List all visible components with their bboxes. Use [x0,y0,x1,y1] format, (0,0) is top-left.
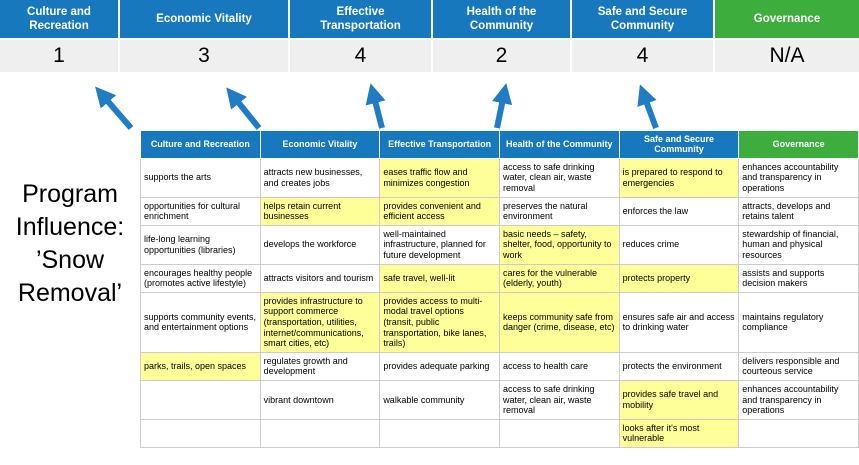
arrow-safe-icon [637,84,659,130]
matrix-cell: regulates growth and development [259,351,381,382]
arrow-economic-icon [226,87,262,130]
matrix-header-cell: Effective Transportation [379,130,500,159]
pillar-label: Economic Vitality [120,0,288,38]
matrix-cell: protects property [618,263,740,293]
matrix-header-cell: Culture and Recreation [140,130,261,159]
pillar-banner: Culture and Recreation Economic Vitality E… [0,0,859,38]
matrix-row: life-long learning opportunities (librar… [140,224,859,265]
matrix-cell: supports the arts [140,157,261,198]
matrix-header-row: Culture and Recreation Economic Vitality E… [140,130,859,159]
matrix-row: supports the arts attracts new businesses… [140,157,859,198]
matrix-cell: opportunities for cultural enrichment [140,196,261,226]
matrix-cell: well-maintained infrastructure, planned … [379,224,500,265]
pillar-label: Safe and Secure Community [572,0,713,38]
matrix-cell: enhances accountability and transparency… [738,157,859,198]
matrix-row: vibrant downtown walkable community access… [140,380,859,420]
matrix-header-cell: Safe and Secure Community [618,130,740,159]
matrix-cell [379,418,500,449]
matrix-cell: is prepared to respond to emergencies [618,157,740,198]
matrix-cell: access to health care [498,351,620,382]
matrix-cell: life-long learning opportunities (librar… [140,224,261,265]
pillar-score: N/A [715,40,859,72]
matrix-cell: attracts new businesses, and creates job… [259,157,381,198]
matrix-cell [140,380,261,420]
matrix-header-cell: Economic Vitality [259,130,381,159]
matrix-cell: vibrant downtown [259,380,381,420]
matrix-cell: access to safe drinking water, clean air… [498,380,620,420]
matrix-cell [259,418,381,449]
pillar-label: Effective Transportation [290,0,431,38]
matrix-cell: encourages healthy people (promotes acti… [140,263,261,293]
matrix-cell: walkable community [379,380,500,420]
score-row: 1 3 4 2 4 N/A [0,40,859,72]
matrix-cell: attracts, develops and retains talent [738,196,859,226]
pillar-score: 3 [120,40,288,72]
matrix-row: supports community events, and entertain… [140,291,859,353]
pillar-score: 4 [290,40,431,72]
matrix-cell: supports community events, and entertain… [140,291,261,353]
matrix-cell: provides access to multi-modal travel op… [379,291,500,353]
matrix-cell: preserves the natural environment [498,196,620,226]
matrix-cell: looks after it's most vulnerable [618,418,740,449]
matrix-cell: helps retain current businesses [259,196,381,226]
score-arrows [95,83,659,130]
arrow-group [95,83,659,130]
matrix-cell: enhances accountability and transparency… [738,380,859,420]
matrix-cell: protects the environment [618,351,740,382]
matrix-cell: assists and supports decision makers [738,263,859,293]
matrix-header-cell: Governance [738,130,859,159]
matrix-cell: maintains regulatory compliance [738,291,859,353]
pillar-label: Culture and Recreation [0,0,118,38]
influence-matrix: Culture and Recreation Economic Vitality E… [140,130,859,449]
matrix-cell: provides convenient and efficient access [379,196,500,226]
matrix-row: parks, trails, open spaces regulates grow… [140,351,859,382]
matrix-cell: eases traffic flow and minimizes congest… [379,157,500,198]
matrix-cell: ensures safe air and access to drinking … [618,291,740,353]
matrix-cell: basic needs – safety, shelter, food, opp… [498,224,620,265]
arrow-health-icon [492,83,513,129]
matrix-cell: parks, trails, open spaces [140,351,261,382]
matrix-header-cell: Health of the Community [498,130,620,159]
pillar-score: 4 [572,40,713,72]
matrix-row: opportunities for cultural enrichment hel… [140,196,859,226]
matrix-cell: keeps community safe from danger (crime,… [498,291,620,353]
matrix-cell: safe travel, well-lit [379,263,500,293]
matrix-cell: provides safe travel and mobility [618,380,740,420]
matrix-cell: provides adequate parking [379,351,500,382]
matrix-cell: attracts visitors and tourism [259,263,381,293]
matrix-row: looks after it's most vulnerable [140,418,859,449]
matrix-cell: access to safe drinking water, clean air… [498,157,620,198]
matrix-cell: reduces crime [618,224,740,265]
pillar-label: Health of the Community [433,0,570,38]
matrix-body: supports the arts attracts new businesses… [140,157,859,449]
matrix-cell: stewardship of financial, human and phys… [738,224,859,265]
page-title: Program Influence: ’Snow Removal’ [15,180,125,307]
pillar-label: Governance [715,0,859,38]
matrix-row: encourages healthy people (promotes acti… [140,263,859,293]
matrix-cell: develops the workforce [259,224,381,265]
matrix-cell: cares for the vulnerable (elderly, youth… [498,263,620,293]
matrix-cell: delivers responsible and courteous servi… [738,351,859,382]
arrow-transportation-icon [365,83,386,129]
matrix-cell [140,418,261,449]
pillar-score: 1 [0,40,118,72]
matrix-cell [498,418,620,449]
arrow-culture-icon [95,86,134,130]
matrix-cell: enforces the law [618,196,740,226]
pillar-score: 2 [433,40,570,72]
matrix-cell [738,418,859,449]
matrix-cell: provides infrastructure to support comme… [259,291,381,353]
